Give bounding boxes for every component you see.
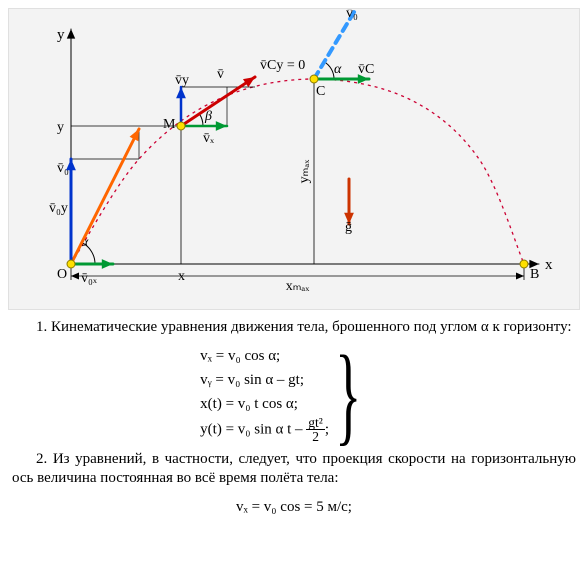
svg-text:yₘₐₓ: yₘₐₓ xyxy=(297,159,312,184)
equation-2: vᵧ = v₀ sin α – gt; xyxy=(200,368,329,392)
svg-text:v̄y: v̄y xyxy=(175,73,189,88)
svg-text:C: C xyxy=(316,84,325,99)
svg-text:v̄₀: v̄₀ xyxy=(346,9,358,21)
trajectory-diagram: xyyxyₘₐₓxₘₐₓαβαv̄₀v̄₀yv̄₀ₓv̄v̄yv̄ₓv̄Cv̄C… xyxy=(8,8,580,310)
eq4-num: gt² xyxy=(306,416,325,431)
equation-1: vₓ = v₀ cos α; xyxy=(200,344,329,368)
eq4-fraction: gt²2 xyxy=(306,416,325,444)
svg-text:v̄₀ₓ: v̄₀ₓ xyxy=(81,271,98,286)
svg-text:ḡ: ḡ xyxy=(345,220,352,235)
svg-text:v̄₀y: v̄₀y xyxy=(49,201,68,216)
p1-prefix: 1. Кинематические уравнения движения тел… xyxy=(36,319,481,335)
equation-5: vₓ = v₀ cos = 5 м/с; xyxy=(0,495,588,519)
eq4-lhs: y(t) = v₀ sin α t – xyxy=(200,421,306,437)
svg-text:v̄Cy = 0: v̄Cy = 0 xyxy=(260,58,305,73)
equation-4: y(t) = v₀ sin α t – gt²2; xyxy=(200,416,329,444)
paragraph-2: 2. Из уравнений, в частности, следует, ч… xyxy=(0,450,588,489)
equation-3: x(t) = v₀ t cos α; xyxy=(200,392,329,416)
svg-text:O: O xyxy=(57,267,67,282)
svg-text:v̄C: v̄C xyxy=(358,62,374,77)
p1-suffix: к горизонту: xyxy=(489,319,572,335)
p1-alpha: α xyxy=(481,319,489,335)
svg-text:x: x xyxy=(178,269,185,284)
svg-text:v̄: v̄ xyxy=(217,67,224,82)
svg-text:x: x xyxy=(545,257,553,273)
paragraph-1: 1. Кинематические уравнения движения тел… xyxy=(0,318,588,338)
svg-text:y: y xyxy=(57,120,64,135)
eq4-den: 2 xyxy=(306,430,325,444)
equation-block: vₓ = v₀ cos α; vᵧ = v₀ sin α – gt; x(t) … xyxy=(0,344,588,444)
diagram-svg: xyyxyₘₐₓxₘₐₓαβαv̄₀v̄₀yv̄₀ₓv̄v̄yv̄ₓv̄Cv̄C… xyxy=(9,9,569,309)
svg-text:M: M xyxy=(163,117,176,132)
equation-5-block: vₓ = v₀ cos = 5 м/с; xyxy=(0,495,588,519)
svg-text:v̄ₓ: v̄ₓ xyxy=(203,131,215,146)
curly-brace-icon: } xyxy=(335,344,361,444)
eq4-tail: ; xyxy=(325,421,329,437)
svg-text:B: B xyxy=(530,267,539,282)
svg-text:y: y xyxy=(57,27,65,43)
page-root: xyyxyₘₐₓxₘₐₓαβαv̄₀v̄₀yv̄₀ₓv̄v̄yv̄ₓv̄Cv̄C… xyxy=(0,8,588,519)
svg-text:xₘₐₓ: xₘₐₓ xyxy=(286,279,311,294)
svg-text:α: α xyxy=(334,62,342,77)
